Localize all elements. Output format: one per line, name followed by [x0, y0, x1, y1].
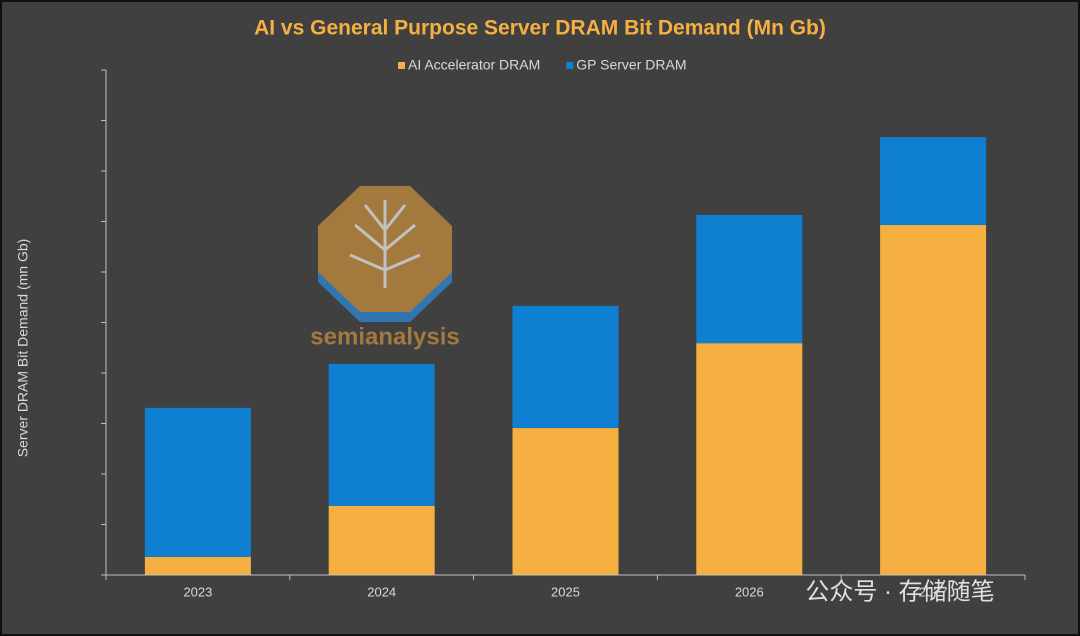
bar-segment	[696, 214, 803, 344]
x-tick-label: 2026	[735, 584, 764, 599]
logo-tree	[349, 200, 421, 288]
bar-segment	[880, 225, 987, 575]
bar-segment	[512, 428, 619, 575]
chart-title: AI vs General Purpose Server DRAM Bit De…	[254, 17, 826, 40]
watermark-source: 公众号 · 存储随笔	[805, 578, 994, 605]
logo-text: semianalysis	[310, 323, 459, 350]
bar-segment	[880, 137, 987, 226]
x-tick-label: 2027	[919, 584, 948, 599]
legend-swatch	[398, 62, 405, 69]
bar-segment	[328, 505, 435, 575]
y-axis-label: Server DRAM Bit Demand (mn Gb)	[15, 239, 31, 458]
bar-segment	[696, 343, 803, 575]
legend-swatch	[566, 62, 574, 69]
x-tick-label: 2023	[183, 584, 212, 599]
x-tick-label: 2025	[551, 584, 580, 599]
bar-segment	[144, 407, 251, 557]
x-tick-label: 2024	[367, 584, 396, 599]
logo: semianalysis	[310, 186, 460, 350]
bar-segment	[328, 363, 435, 506]
bar-segment	[512, 305, 619, 429]
legend-label: AI Accelerator DRAM	[408, 57, 540, 73]
bar-segment	[144, 556, 251, 575]
legend-label: GP Server DRAM	[576, 57, 686, 73]
